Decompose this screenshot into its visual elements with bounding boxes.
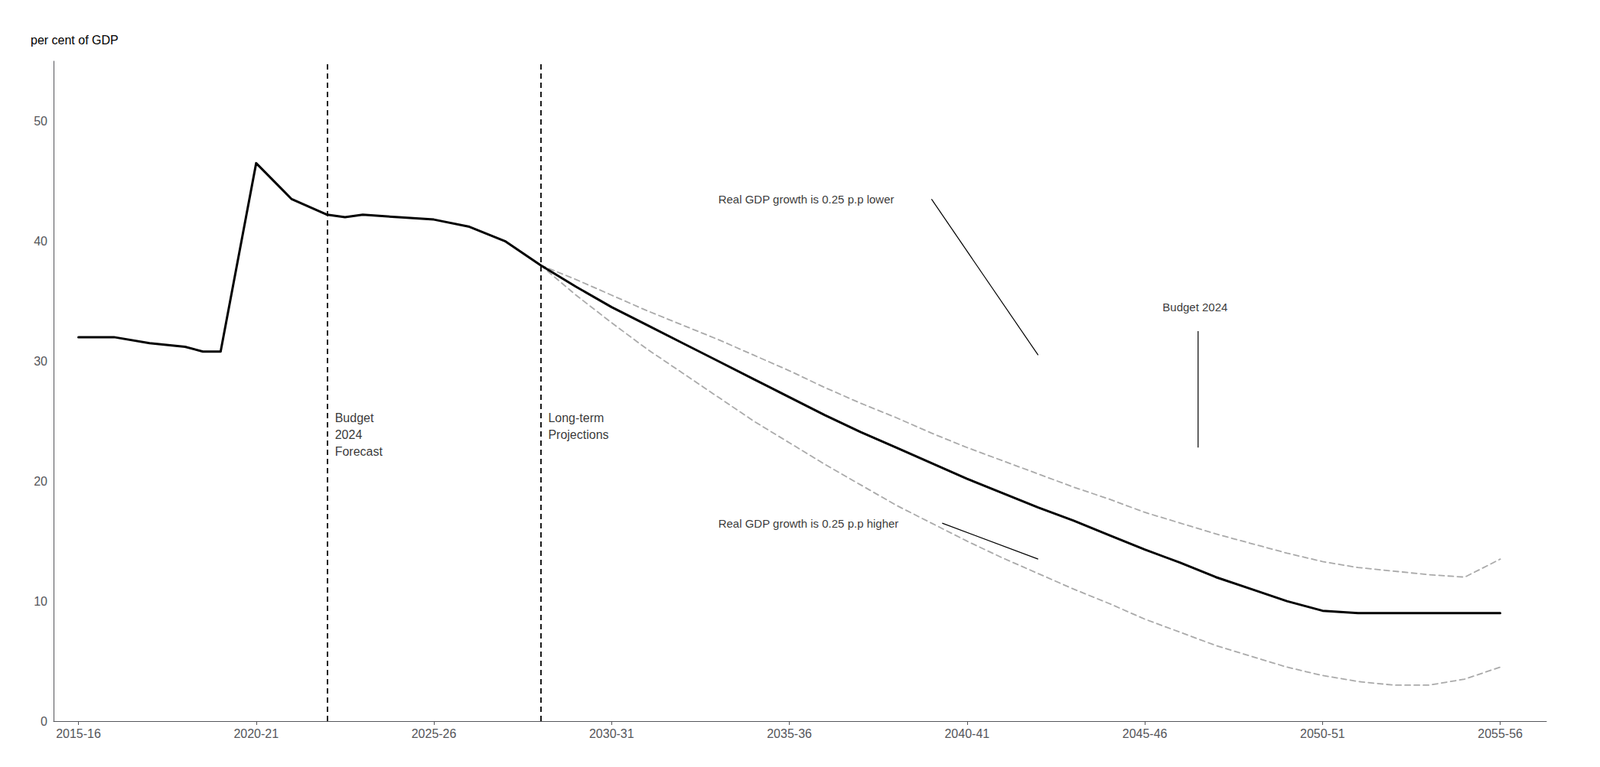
- svg-text:Budget: Budget: [335, 411, 375, 425]
- svg-text:2045-46: 2045-46: [1122, 727, 1168, 741]
- svg-text:2015-16: 2015-16: [55, 727, 102, 741]
- svg-text:20: 20: [33, 475, 48, 489]
- svg-text:Projections: Projections: [547, 428, 609, 442]
- svg-text:2035-36: 2035-36: [766, 727, 812, 741]
- svg-text:30: 30: [33, 355, 48, 369]
- svg-text:2040-41: 2040-41: [944, 727, 990, 741]
- svg-text:40: 40: [33, 234, 48, 248]
- svg-text:10: 10: [33, 595, 48, 609]
- svg-text:Forecast: Forecast: [335, 445, 384, 459]
- svg-text:50: 50: [33, 114, 48, 128]
- svg-text:2030-31: 2030-31: [589, 727, 635, 741]
- svg-text:Real GDP growth is 0.25 p.p hi: Real GDP growth is 0.25 p.p higher: [718, 517, 900, 531]
- svg-text:0: 0: [40, 715, 48, 729]
- svg-text:2024: 2024: [335, 428, 363, 442]
- svg-text:2020-21: 2020-21: [233, 727, 279, 741]
- svg-text:Budget 2024: Budget 2024: [1162, 300, 1228, 314]
- svg-text:per cent of GDP: per cent of GDP: [30, 33, 119, 47]
- svg-text:Long-term: Long-term: [547, 411, 604, 425]
- svg-text:2050-51: 2050-51: [1300, 727, 1346, 741]
- svg-text:2025-26: 2025-26: [411, 727, 457, 741]
- svg-text:2055-56: 2055-56: [1477, 727, 1523, 741]
- svg-text:Real GDP growth is 0.25 p.p lo: Real GDP growth is 0.25 p.p lower: [718, 192, 895, 206]
